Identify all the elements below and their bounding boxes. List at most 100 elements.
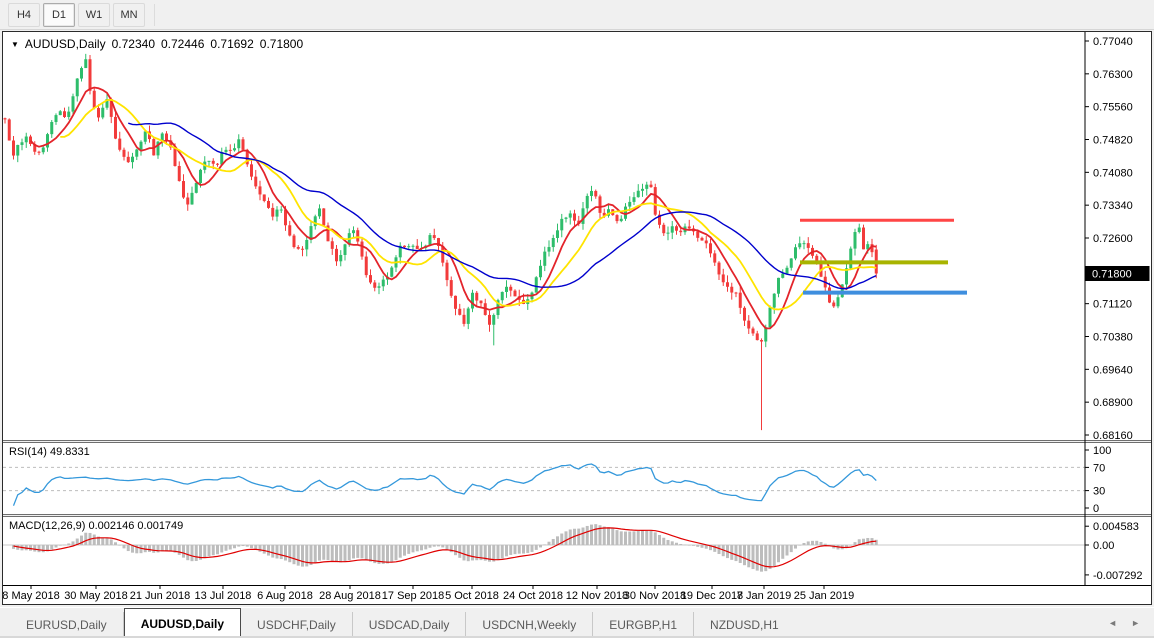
macd-signal-line <box>13 527 877 568</box>
time-axis-label: 13 Jul 2018 <box>195 590 252 602</box>
candle-body <box>156 141 160 156</box>
tab-usdcnh[interactable]: USDCNH,Weekly <box>466 612 594 637</box>
candle-body <box>602 212 606 216</box>
chart-window: ▼ AUDUSD,Daily 0.72340 0.72446 0.71692 0… <box>2 31 1152 605</box>
macd-histogram-bar <box>254 545 258 550</box>
macd-histogram-bar <box>679 543 683 545</box>
timeframe-d1-button[interactable]: D1 <box>43 2 75 27</box>
candle-body <box>335 248 338 262</box>
time-axis-label: 17 Sep 2018 <box>382 590 444 602</box>
candle-body <box>509 286 513 291</box>
candle-body <box>449 280 453 296</box>
candle-body <box>662 224 666 234</box>
price-tick-label: 0.69640 <box>1093 364 1133 376</box>
chart-canvas[interactable]: 0.77040 0.76300 0.75560 0.74820 0.74080 0.733… <box>3 32 1151 604</box>
macd-histogram-bar <box>347 545 351 561</box>
candle-body <box>58 111 62 116</box>
candle-body <box>105 98 109 108</box>
candle-body <box>135 149 139 157</box>
symbol-dropdown-icon[interactable]: ▼ <box>11 39 19 49</box>
candle-body <box>798 243 802 248</box>
macd-histogram-bar <box>802 542 806 545</box>
macd-histogram-bar <box>517 545 521 554</box>
tab-eurgbp[interactable]: EURGBP,H1 <box>593 612 695 637</box>
macd-histogram-bar <box>462 545 466 561</box>
macd-histogram-bar <box>785 545 789 556</box>
candle-body <box>726 282 729 287</box>
tab-audusd[interactable]: AUDUSD,Daily <box>123 608 242 637</box>
tab-usdcad[interactable]: USDCAD,Daily <box>353 612 467 637</box>
candle-body <box>781 273 785 278</box>
candle-body <box>211 160 215 164</box>
candle-body <box>670 226 674 233</box>
macd-histogram-bar <box>360 545 364 559</box>
macd-histogram-bar <box>33 545 37 552</box>
candle-body <box>721 274 725 283</box>
candle-body <box>220 152 224 165</box>
macd-histogram-bar <box>857 539 861 545</box>
macd-histogram-bar <box>156 545 160 553</box>
macd-histogram-bar <box>190 545 194 562</box>
candle-body <box>403 245 406 248</box>
candle-body <box>190 192 194 205</box>
tab-scroll-right-icon[interactable]: ► <box>1131 617 1140 628</box>
candle-body <box>309 226 313 240</box>
candle-body <box>785 267 789 274</box>
candle-body <box>836 297 840 307</box>
tab-usdchf[interactable]: USDCHF,Daily <box>241 612 353 637</box>
macd-histogram-bar <box>730 545 734 560</box>
macd-histogram-bar <box>279 545 283 560</box>
candle-body <box>109 98 113 117</box>
macd-histogram-bar <box>628 531 632 545</box>
candle-body <box>828 287 831 303</box>
candle-body <box>407 246 411 248</box>
timeframe-mn-button[interactable]: MN <box>113 2 145 27</box>
candle-body <box>326 225 330 242</box>
macd-histogram-bar <box>377 545 381 564</box>
macd-histogram-bar <box>488 545 491 562</box>
tab-nzdusd[interactable]: NZDUSD,H1 <box>710 618 779 632</box>
candle-body <box>71 96 75 112</box>
candle-body <box>513 290 517 297</box>
macd-histogram-bar <box>356 545 360 558</box>
macd-histogram-bar <box>492 545 496 562</box>
candle-body <box>356 230 360 242</box>
tab-eurusd[interactable]: EURUSD,Daily <box>10 612 124 637</box>
time-axis-label: 5 Oct 2018 <box>445 590 499 602</box>
macd-histogram-bar <box>16 545 20 550</box>
timeframe-w1-button[interactable]: W1 <box>78 2 110 27</box>
candle-body <box>619 218 623 222</box>
candle-body <box>636 190 640 198</box>
macd-histogram-bar <box>364 545 368 560</box>
candle-body <box>80 68 83 79</box>
macd-histogram-bar <box>662 537 666 545</box>
macd-histogram-bar <box>398 545 402 558</box>
macd-histogram-bar <box>160 545 164 552</box>
macd-histogram-bar <box>262 545 266 554</box>
candle-body <box>845 268 848 285</box>
candle-body <box>679 230 683 233</box>
tab-scroll-left-icon[interactable]: ◄ <box>1108 617 1118 628</box>
candle-body <box>730 286 734 293</box>
candle-body <box>373 282 377 288</box>
macd-histogram-bar <box>118 545 122 546</box>
candle-body <box>764 327 768 342</box>
macd-histogram-bar <box>131 545 134 553</box>
candle-body <box>428 235 432 246</box>
ohlc-open: 0.72340 <box>111 37 155 51</box>
macd-histogram-bar <box>798 545 802 546</box>
candle-body <box>624 206 627 219</box>
macd-histogram-bar <box>250 545 253 549</box>
macd-histogram-bar <box>530 545 534 552</box>
macd-histogram-bar <box>471 545 474 561</box>
ohlc-low: 0.71692 <box>210 37 254 51</box>
macd-histogram-bar <box>220 545 224 553</box>
rsi-tick-label: 70 <box>1093 462 1105 474</box>
macd-histogram-bar <box>241 545 245 547</box>
macd-histogram-bar <box>479 545 483 561</box>
macd-histogram-bar <box>301 545 304 567</box>
timeframe-h4-button[interactable]: H4 <box>8 2 40 27</box>
candle-body <box>709 243 712 254</box>
macd-histogram-bar <box>568 529 572 545</box>
candle-body <box>594 190 598 197</box>
